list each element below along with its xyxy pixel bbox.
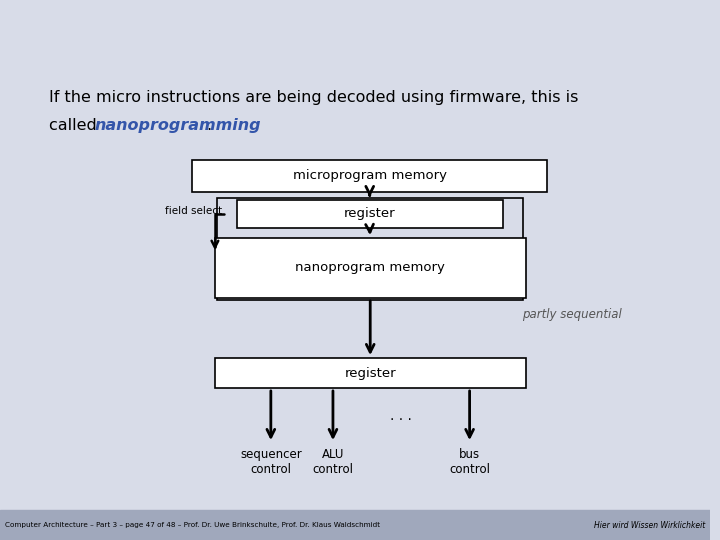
Text: field select: field select <box>165 206 222 216</box>
Text: If the micro instructions are being decoded using firmware, this is: If the micro instructions are being deco… <box>49 90 579 105</box>
Text: .: . <box>206 118 211 133</box>
Bar <box>0 510 710 540</box>
Bar <box>237 200 503 228</box>
Text: ALU
control: ALU control <box>312 448 354 476</box>
Bar <box>192 160 547 192</box>
Text: partly sequential: partly sequential <box>522 308 621 321</box>
Text: . . .: . . . <box>390 409 413 423</box>
Text: sequencer
control: sequencer control <box>240 448 302 476</box>
Text: called: called <box>49 118 102 133</box>
Text: Computer Architecture – Part 3 – page 47 of 48 – Prof. Dr. Uwe Brinkschulte, Pro: Computer Architecture – Part 3 – page 47… <box>5 522 380 528</box>
Text: bus
control: bus control <box>449 448 490 476</box>
Text: register: register <box>344 367 396 380</box>
Bar <box>217 198 523 300</box>
Text: nanoprogram memory: nanoprogram memory <box>295 261 445 274</box>
Text: nanoprogramming: nanoprogramming <box>94 118 261 133</box>
Text: register: register <box>344 207 395 220</box>
Bar <box>215 238 526 298</box>
Text: microprogram memory: microprogram memory <box>293 170 446 183</box>
Bar <box>215 358 526 388</box>
Text: Hier wird Wissen Wirklichkeit: Hier wird Wissen Wirklichkeit <box>594 521 705 530</box>
